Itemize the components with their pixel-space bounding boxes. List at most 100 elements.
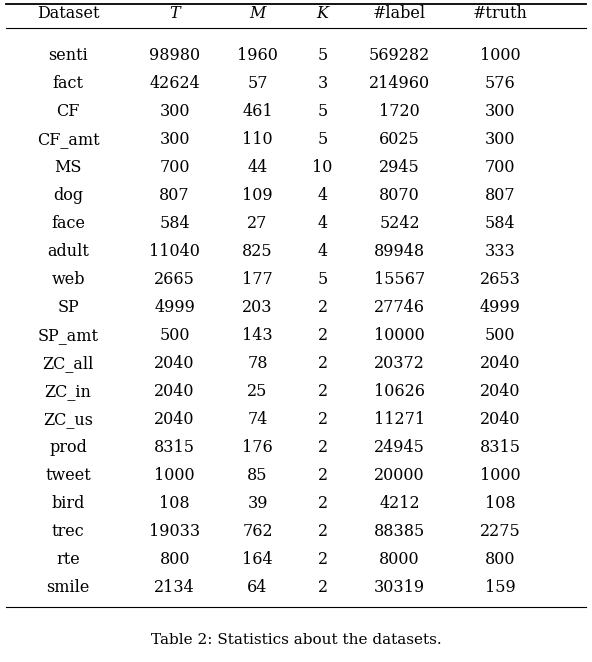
Text: 159: 159 (485, 579, 516, 596)
Text: 4999: 4999 (154, 299, 195, 316)
Text: 89948: 89948 (374, 244, 425, 261)
Text: 8315: 8315 (154, 440, 195, 457)
Text: 5: 5 (317, 271, 328, 289)
Text: 2: 2 (317, 299, 328, 316)
Text: 2040: 2040 (480, 412, 520, 428)
Text: ZC_all: ZC_all (43, 355, 94, 373)
Text: 2: 2 (317, 440, 328, 457)
Text: 10000: 10000 (374, 328, 425, 344)
Text: smile: smile (46, 579, 90, 596)
Text: 300: 300 (485, 132, 516, 148)
Text: 11040: 11040 (149, 244, 200, 261)
Text: 88385: 88385 (374, 524, 425, 540)
Text: 2: 2 (317, 383, 328, 401)
Text: 2: 2 (317, 355, 328, 373)
Text: #label: #label (373, 5, 426, 23)
Text: 807: 807 (159, 187, 190, 205)
Text: 1000: 1000 (155, 467, 195, 485)
Text: 10: 10 (313, 160, 333, 177)
Text: 5: 5 (317, 48, 328, 64)
Text: 576: 576 (485, 75, 516, 93)
Text: 8315: 8315 (480, 440, 521, 457)
Text: K: K (317, 5, 329, 23)
Text: 700: 700 (159, 160, 190, 177)
Text: trec: trec (52, 524, 85, 540)
Text: 20372: 20372 (374, 355, 425, 373)
Text: 5: 5 (317, 132, 328, 148)
Text: 4: 4 (317, 216, 328, 232)
Text: 78: 78 (247, 355, 268, 373)
Text: 110: 110 (242, 132, 273, 148)
Text: 2: 2 (317, 551, 328, 569)
Text: 203: 203 (242, 299, 273, 316)
Text: T: T (169, 5, 180, 23)
Text: CF_amt: CF_amt (37, 132, 99, 148)
Text: Dataset: Dataset (37, 5, 99, 23)
Text: 177: 177 (242, 271, 273, 289)
Text: 800: 800 (159, 551, 190, 569)
Text: 5: 5 (317, 103, 328, 120)
Text: 98980: 98980 (149, 48, 200, 64)
Text: 42624: 42624 (149, 75, 200, 93)
Text: 214960: 214960 (369, 75, 430, 93)
Text: 2040: 2040 (155, 412, 195, 428)
Text: 4212: 4212 (379, 495, 420, 512)
Text: 3: 3 (317, 75, 328, 93)
Text: 1960: 1960 (237, 48, 278, 64)
Text: 807: 807 (485, 187, 516, 205)
Text: 10626: 10626 (374, 383, 425, 401)
Text: 30319: 30319 (374, 579, 425, 596)
Text: 2275: 2275 (480, 524, 520, 540)
Text: ZC_us: ZC_us (43, 412, 93, 428)
Text: 74: 74 (247, 412, 268, 428)
Text: MS: MS (54, 160, 82, 177)
Text: face: face (51, 216, 85, 232)
Text: 85: 85 (247, 467, 268, 485)
Text: rte: rte (56, 551, 80, 569)
Text: 8000: 8000 (379, 551, 420, 569)
Text: 64: 64 (247, 579, 268, 596)
Text: 5242: 5242 (379, 216, 420, 232)
Text: 700: 700 (485, 160, 516, 177)
Text: 108: 108 (485, 495, 516, 512)
Text: 2: 2 (317, 524, 328, 540)
Text: 19033: 19033 (149, 524, 200, 540)
Text: 39: 39 (247, 495, 268, 512)
Text: 2653: 2653 (480, 271, 521, 289)
Text: web: web (52, 271, 85, 289)
Text: 569282: 569282 (369, 48, 430, 64)
Text: 2040: 2040 (155, 355, 195, 373)
Text: 2: 2 (317, 579, 328, 596)
Text: 300: 300 (485, 103, 516, 120)
Text: 2040: 2040 (480, 383, 520, 401)
Text: 109: 109 (242, 187, 273, 205)
Text: ZC_in: ZC_in (44, 383, 92, 401)
Text: 584: 584 (485, 216, 516, 232)
Text: SP: SP (57, 299, 79, 316)
Text: SP_amt: SP_amt (37, 328, 99, 344)
Text: adult: adult (47, 244, 89, 261)
Text: 176: 176 (242, 440, 273, 457)
Text: 762: 762 (242, 524, 273, 540)
Text: tweet: tweet (45, 467, 91, 485)
Text: 1000: 1000 (480, 467, 520, 485)
Text: 4: 4 (317, 187, 328, 205)
Text: 27746: 27746 (374, 299, 425, 316)
Text: 1000: 1000 (480, 48, 520, 64)
Text: 1720: 1720 (379, 103, 420, 120)
Text: 825: 825 (242, 244, 273, 261)
Text: 15567: 15567 (374, 271, 425, 289)
Text: 300: 300 (159, 132, 190, 148)
Text: 2040: 2040 (480, 355, 520, 373)
Text: CF: CF (56, 103, 80, 120)
Text: 11271: 11271 (374, 412, 425, 428)
Text: #truth: #truth (473, 5, 527, 23)
Text: 108: 108 (159, 495, 190, 512)
Text: 20000: 20000 (374, 467, 425, 485)
Text: 164: 164 (242, 551, 273, 569)
Text: bird: bird (52, 495, 85, 512)
Text: M: M (249, 5, 266, 23)
Text: senti: senti (48, 48, 88, 64)
Text: 6025: 6025 (379, 132, 420, 148)
Text: 24945: 24945 (374, 440, 425, 457)
